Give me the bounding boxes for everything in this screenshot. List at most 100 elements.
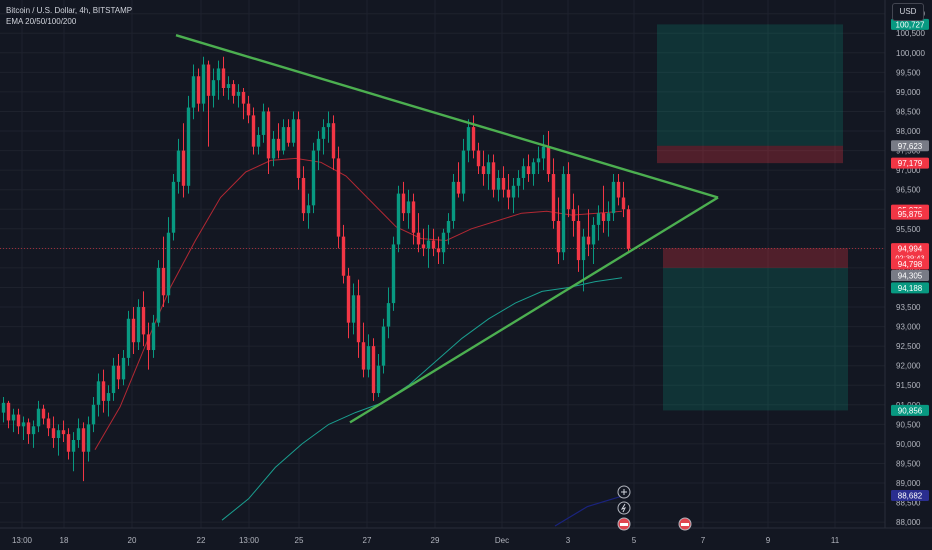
price-label-text: 97,623 [898, 142, 923, 151]
candle [461, 138, 466, 202]
y-tick-label: 98,500 [896, 107, 921, 116]
candle [476, 142, 481, 175]
currency-button[interactable]: USD [892, 3, 924, 21]
candle-body [576, 220, 581, 261]
candle-body [571, 209, 576, 221]
candle [606, 201, 611, 237]
candle-body [321, 127, 326, 139]
candle [576, 205, 581, 272]
candle [621, 181, 626, 218]
y-tick-label: 98,000 [896, 127, 921, 136]
candle [506, 174, 511, 210]
chart-legend: Bitcoin / U.S. Dollar, 4h, BITSTAMP EMA … [6, 5, 132, 27]
candle [16, 408, 21, 435]
candle-body [56, 430, 61, 439]
candle [556, 197, 561, 264]
flash-event-icon[interactable] [617, 501, 631, 515]
candle-body [46, 418, 51, 429]
symbol-title: Bitcoin / U.S. Dollar, 4h, BITSTAMP [6, 6, 133, 15]
candle [486, 154, 491, 190]
candle-body [531, 162, 536, 175]
price-label-bg [891, 270, 929, 282]
candle-body [191, 76, 196, 108]
candle-body [131, 318, 136, 343]
candle [256, 127, 261, 155]
candle [111, 357, 116, 401]
candle-body [446, 220, 451, 233]
candle-body [196, 76, 201, 104]
candle-body [471, 127, 476, 151]
candle-body [466, 127, 471, 151]
indicator-label: EMA 20/50/100/200 [6, 17, 77, 26]
candle-body [441, 232, 446, 253]
candle-body [526, 166, 531, 175]
candle-body [416, 232, 421, 245]
candle [371, 338, 376, 401]
price-label: 100,727 [891, 18, 929, 30]
grid [0, 0, 885, 528]
candle-body [166, 232, 171, 296]
candle [46, 412, 51, 437]
candle-body [516, 177, 521, 186]
candle [96, 373, 101, 417]
candle-body [286, 127, 291, 143]
candle-body [451, 181, 456, 221]
price-label-bg [891, 489, 929, 501]
candle-body [16, 414, 21, 427]
candle [446, 213, 451, 245]
candle [221, 56, 226, 96]
price-label-text: 94,798 [898, 260, 923, 269]
candle-body [431, 240, 436, 249]
flag-event-icon[interactable] [678, 517, 692, 531]
y-tick-label: 99,000 [896, 88, 921, 97]
candle [36, 400, 41, 433]
stop-zone [657, 145, 843, 164]
y-tick-label: 92,000 [896, 362, 921, 371]
x-tick-label: 13:00 [239, 536, 260, 545]
candle [596, 205, 601, 241]
candle [76, 418, 81, 448]
price-label-text: 100,727 [896, 20, 925, 29]
candle-body [351, 295, 356, 323]
candle-body [126, 318, 131, 358]
candle [361, 322, 366, 378]
candle [356, 279, 361, 358]
candle-body [561, 174, 566, 253]
candle [396, 185, 401, 253]
candle-body [506, 189, 511, 198]
candle [591, 217, 596, 264]
candle-body [621, 197, 626, 210]
candle [106, 385, 111, 417]
candle-body [341, 236, 346, 276]
candle-body [521, 166, 526, 178]
candle-body [176, 150, 181, 182]
add-event-icon[interactable] [617, 485, 631, 499]
candle [41, 404, 46, 425]
candle [181, 123, 186, 198]
candle [226, 76, 231, 100]
candle [186, 95, 191, 194]
profit-zone [663, 267, 848, 411]
candle [116, 353, 121, 390]
candle [501, 166, 506, 198]
candle [336, 146, 341, 249]
price-label-text: 94,305 [898, 272, 923, 281]
candle-body [461, 150, 466, 194]
candle [6, 400, 11, 429]
candle [231, 80, 236, 104]
candle [551, 158, 556, 229]
price-label-text: 97,179 [898, 159, 923, 168]
candle [386, 287, 391, 339]
price-label: 94,188 [891, 282, 929, 294]
price-label: 95,875 [891, 208, 929, 220]
price-label: 88,682 [891, 489, 929, 501]
flag-event-icon[interactable] [617, 517, 631, 531]
candle-body [281, 127, 286, 151]
price-label-bg [891, 258, 929, 270]
candle-body [606, 213, 611, 221]
candle [266, 107, 271, 175]
candle [381, 318, 386, 374]
candle [561, 166, 566, 261]
